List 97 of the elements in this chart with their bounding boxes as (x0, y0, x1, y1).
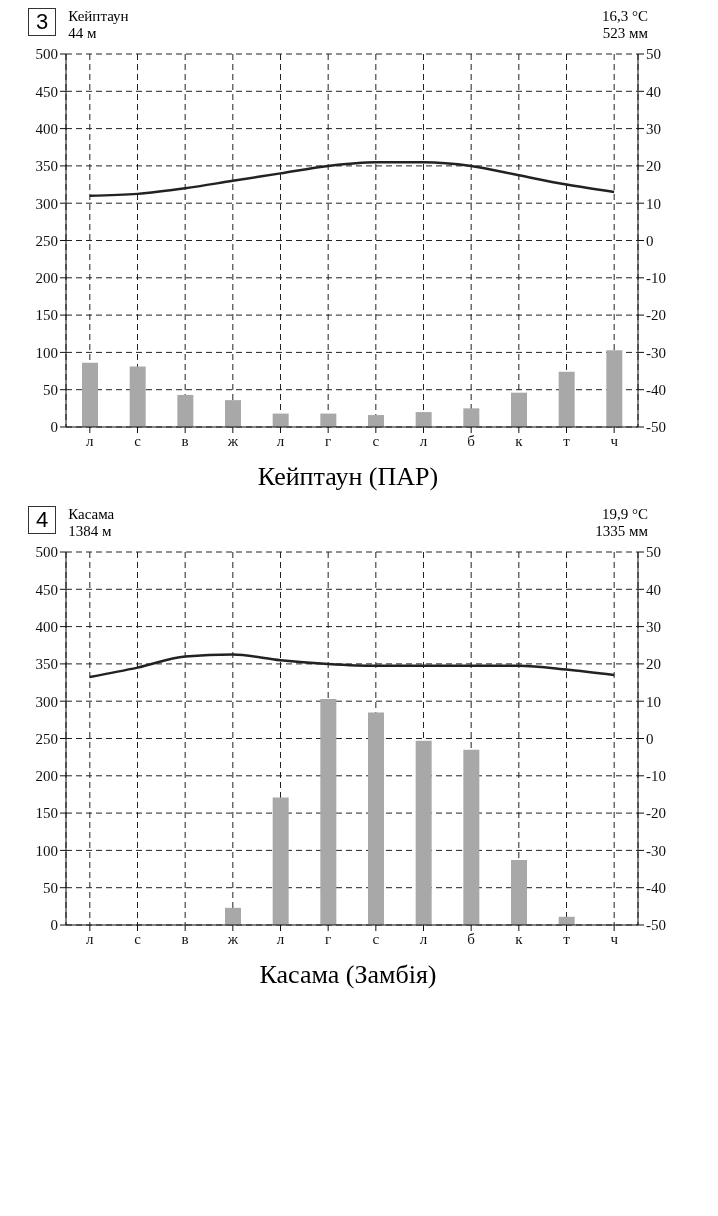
y2-tick-label: 10 (646, 195, 661, 212)
text: Кейптаун (68, 8, 130, 25)
x-tick-label: с (372, 930, 380, 947)
x-tick-label: л (276, 432, 285, 449)
text: Касама (Замбія) (258, 960, 438, 990)
text: Кейптаун (ПАР) (256, 462, 440, 492)
x-tick-label: л (86, 930, 95, 947)
y2-tick-label: 30 (646, 120, 661, 137)
y-tick-label: 150 (35, 307, 58, 324)
text: 523 мм (601, 25, 648, 42)
x-tick-label: б (467, 432, 476, 449)
x-tick-label: л (276, 930, 285, 947)
x-tick-label: ч (610, 432, 619, 449)
x-tick-label: к (515, 930, 524, 947)
y-tick-label: 500 (35, 46, 58, 63)
y2-tick-label: -50 (646, 917, 666, 934)
x-tick-label: в (181, 432, 189, 449)
bar (511, 860, 527, 925)
bar (368, 712, 384, 925)
bar (463, 408, 480, 427)
x-tick-label: л (86, 432, 95, 449)
y-tick-label: 50 (43, 880, 58, 897)
y-tick-label: 0 (50, 419, 58, 436)
x-tick-label: в (181, 930, 189, 947)
x-tick-label: т (563, 432, 571, 449)
y2-tick-label: -10 (646, 768, 666, 785)
x-tick-label: с (372, 432, 380, 449)
x-tick-label: с (134, 930, 142, 947)
text: 4 (28, 506, 57, 534)
bar (415, 412, 432, 427)
y2-tick-label: -20 (646, 307, 666, 324)
text: 1335 мм (595, 523, 648, 540)
bar (558, 371, 575, 427)
bar (225, 400, 241, 427)
y-tick-label: 300 (35, 195, 58, 212)
x-tick-label: л (419, 930, 428, 947)
y-tick-label: 50 (43, 382, 58, 399)
x-tick-label: б (467, 930, 476, 947)
y2-tick-label: -30 (646, 344, 666, 361)
text: 3 (28, 8, 57, 36)
bar (129, 366, 146, 427)
y-tick-label: 400 (35, 618, 58, 635)
y-tick-label: 300 (35, 693, 58, 710)
y-tick-label: 350 (35, 158, 58, 175)
x-tick-label: к (515, 432, 524, 449)
text: 44 м (68, 25, 98, 42)
bar (320, 698, 337, 925)
y2-tick-label: -30 (646, 842, 666, 859)
y-tick-label: 150 (35, 805, 58, 822)
y2-tick-label: 20 (646, 158, 661, 175)
bar (511, 392, 527, 427)
y2-tick-label: 50 (646, 46, 661, 63)
bar (225, 907, 241, 925)
bar (272, 797, 289, 925)
y2-tick-label: 50 (646, 544, 661, 561)
y-tick-label: 250 (35, 232, 58, 249)
bar (368, 415, 384, 427)
y-tick-label: 250 (35, 730, 58, 747)
y-tick-label: 100 (35, 842, 58, 859)
bar (415, 740, 432, 925)
x-tick-label: г (325, 930, 332, 947)
x-tick-label: л (419, 432, 428, 449)
y2-tick-label: 40 (646, 581, 661, 598)
y2-tick-label: -40 (646, 382, 666, 399)
y2-tick-label: -10 (646, 270, 666, 287)
x-tick-label: ж (226, 432, 239, 449)
bar (463, 749, 480, 925)
x-tick-label: г (325, 432, 332, 449)
y-tick-label: 450 (35, 83, 58, 100)
y2-tick-label: 0 (646, 730, 654, 747)
x-tick-label: ч (610, 930, 619, 947)
y-tick-label: 100 (35, 344, 58, 361)
y-tick-label: 200 (35, 768, 58, 785)
y-tick-label: 350 (35, 656, 58, 673)
bar (177, 394, 194, 427)
y-tick-label: 200 (35, 270, 58, 287)
bar (606, 350, 623, 427)
y-tick-label: 450 (35, 581, 58, 598)
y-tick-label: 400 (35, 120, 58, 137)
y2-tick-label: 20 (646, 656, 661, 673)
y2-tick-label: -50 (646, 419, 666, 436)
text: 16,3 °C (601, 8, 648, 25)
x-tick-label: с (134, 432, 142, 449)
y2-tick-label: -40 (646, 880, 666, 897)
x-tick-label: т (563, 930, 571, 947)
y-tick-label: 0 (50, 917, 58, 934)
text: 1384 м (68, 523, 113, 540)
bar (82, 362, 98, 427)
text: Касама (68, 506, 116, 523)
x-tick-label: ж (226, 930, 239, 947)
y2-tick-label: 30 (646, 618, 661, 635)
y2-tick-label: 10 (646, 693, 661, 710)
y2-tick-label: 40 (646, 83, 661, 100)
y2-tick-label: -20 (646, 805, 666, 822)
text: 19,9 °C (601, 506, 648, 523)
y-tick-label: 500 (35, 544, 58, 561)
y2-tick-label: 0 (646, 232, 654, 249)
